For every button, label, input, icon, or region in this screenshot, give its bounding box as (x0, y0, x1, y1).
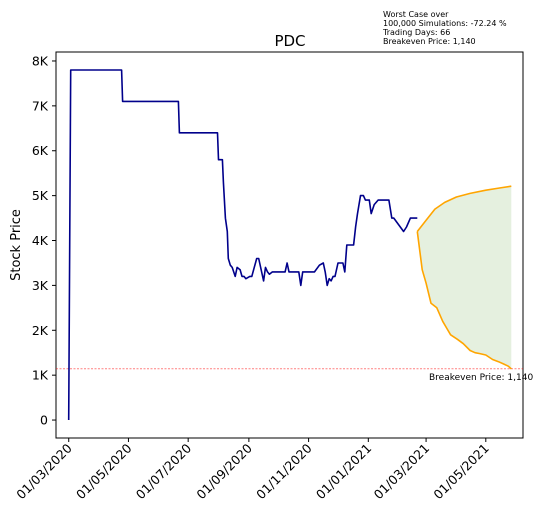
y-tick-label: 0 (40, 413, 48, 428)
y-axis-title: Stock Price (9, 209, 24, 281)
x-tick-label: 01/05/2020 (73, 440, 135, 502)
simulation-best-line (416, 185, 512, 232)
annotation-line: 100,000 Simulations: -72.24 % (383, 19, 507, 28)
y-tick-label: 5K (32, 188, 49, 203)
x-tick-label: 01/03/2021 (371, 441, 433, 503)
x-tick-label: 01/09/2020 (193, 440, 255, 502)
simulation-worst-line (416, 231, 512, 370)
y-tick-label: 8K (32, 53, 49, 68)
chart-title: PDC (274, 32, 305, 50)
x-tick-label: 01/07/2020 (133, 440, 195, 502)
x-tick-label: 01/11/2020 (253, 440, 315, 502)
x-tick-label: 01/05/2021 (430, 441, 492, 503)
y-tick-label: 6K (32, 143, 49, 158)
breakeven-label: Breakeven Price: 1,140 (429, 373, 533, 383)
annotation-line: Trading Days: 66 (382, 28, 450, 37)
simulation-band (417, 186, 512, 369)
series-layer (56, 69, 523, 421)
x-tick-label: 01/03/2020 (13, 440, 75, 502)
y-axis: 0 1K 2K 3K 4K 5K 6K 7K 8K (32, 53, 56, 428)
y-tick-label: 2K (32, 323, 49, 338)
x-tick-label: 01/01/2021 (313, 441, 375, 503)
annotation-line: Worst Case over (383, 10, 449, 19)
y-tick-label: 3K (32, 278, 49, 293)
y-tick-label: 7K (32, 98, 49, 113)
y-tick-label: 1K (32, 368, 49, 383)
annotation-line: Breakeven Price: 1,140 (383, 37, 476, 46)
historical-price-line (67, 69, 418, 421)
y-tick-label: 4K (32, 233, 49, 248)
plot-frame (55, 51, 524, 439)
